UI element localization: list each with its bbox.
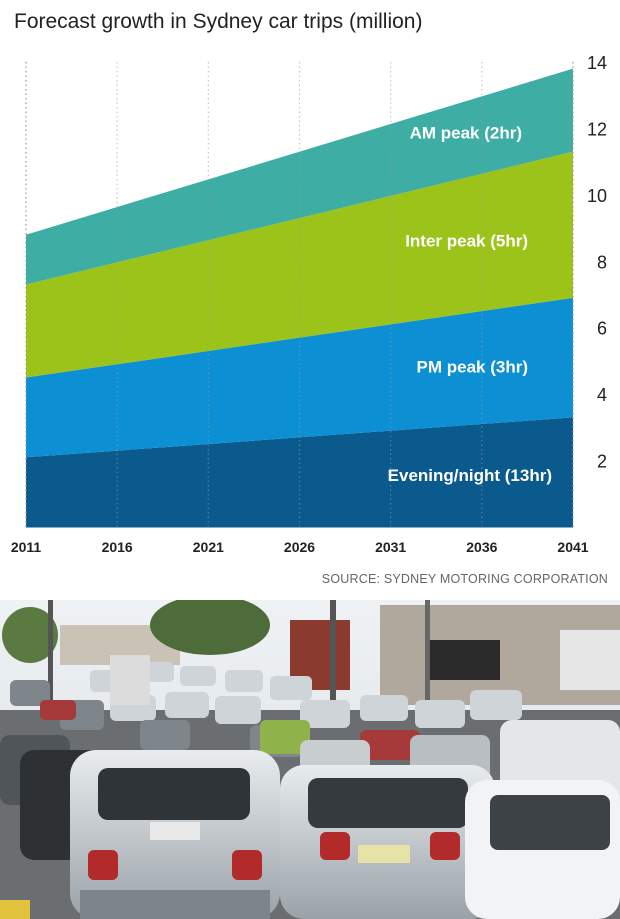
y-tick-8: 8 (597, 252, 607, 272)
y-tick-2: 2 (597, 452, 607, 472)
chart-title: Forecast growth in Sydney car trips (mil… (14, 10, 423, 33)
traffic-jam-photo (0, 600, 620, 919)
source-note: SOURCE: SYDNEY MOTORING CORPORATION (321, 572, 608, 586)
band-label-2: Inter peak (5hr) (405, 232, 528, 251)
stacked-area-chart: 2011 2016 2021 2026 2031 2036 2041 2468101214 … (11, 53, 607, 555)
x-tick-2011: 2011 (11, 539, 42, 555)
band-label-0: Evening/night (13hr) (388, 466, 552, 485)
area-band-3 (26, 68, 573, 285)
y-tick-4: 4 (597, 385, 607, 405)
y-tick-12: 12 (587, 119, 607, 139)
x-tick-2031: 2031 (375, 539, 406, 555)
x-tick-2021: 2021 (193, 539, 224, 555)
x-tick-2026: 2026 (284, 539, 315, 555)
band-label-1: PM peak (3hr) (417, 358, 528, 377)
x-tick-2016: 2016 (102, 539, 133, 555)
y-tick-14: 14 (587, 53, 607, 73)
band-label-3: AM peak (2hr) (410, 124, 522, 143)
y-tick-10: 10 (587, 186, 607, 206)
y-tick-6: 6 (597, 319, 607, 339)
x-tick-2041: 2041 (557, 539, 588, 555)
x-tick-2036: 2036 (466, 539, 497, 555)
